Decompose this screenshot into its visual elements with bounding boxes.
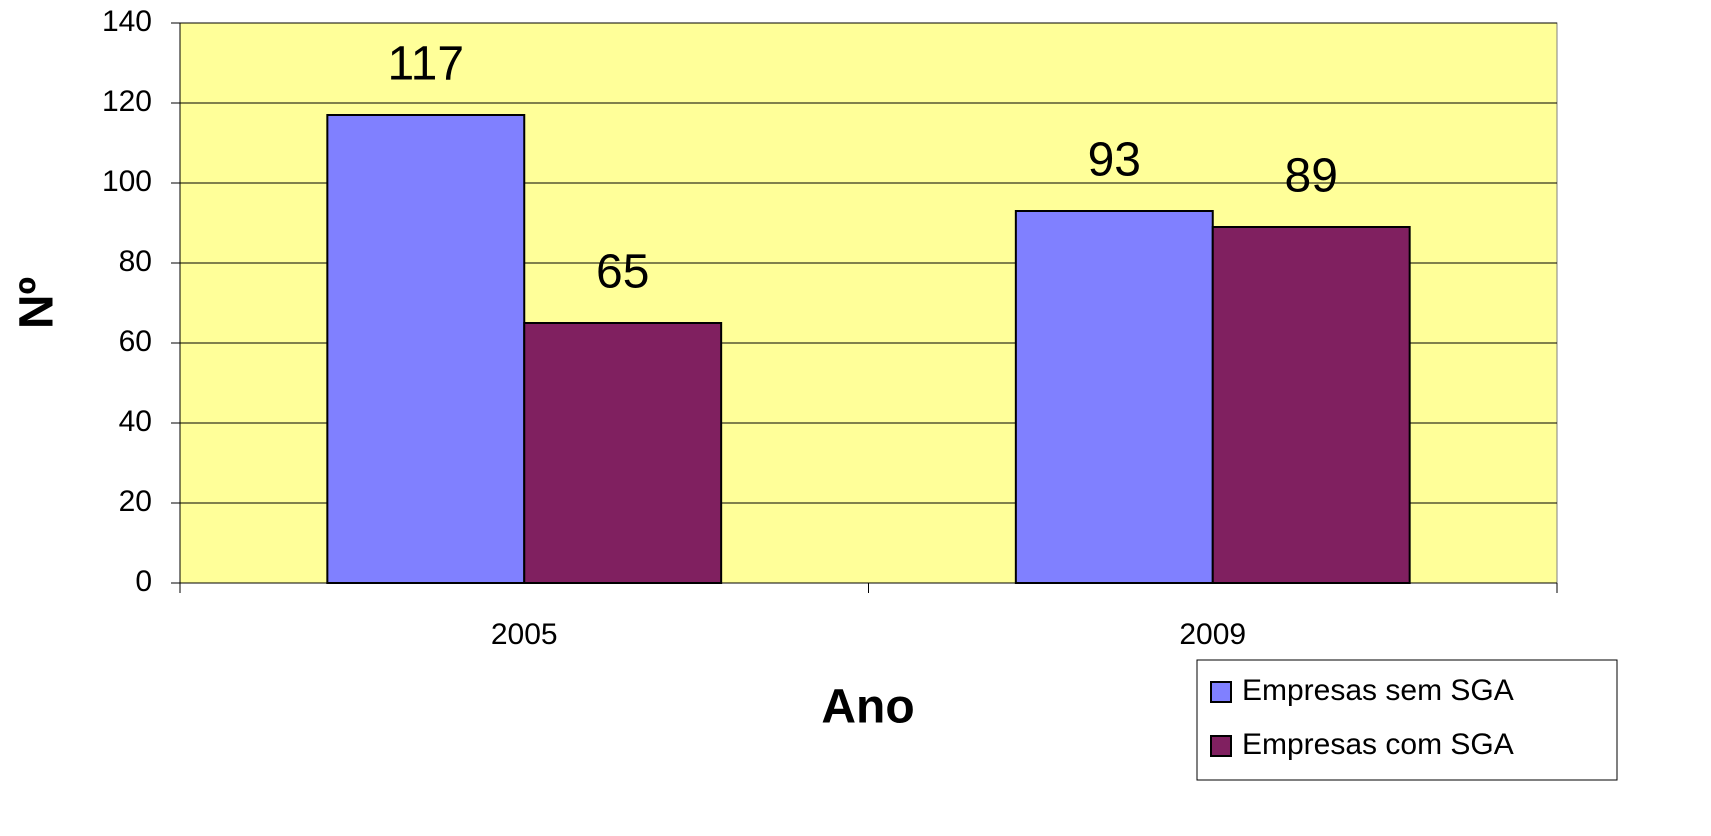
data-label: 93 bbox=[1088, 134, 1141, 187]
y-tick-label: 80 bbox=[119, 245, 152, 278]
data-label: 65 bbox=[596, 246, 649, 299]
y-axis-title: Nº bbox=[11, 277, 64, 329]
bar bbox=[523, 322, 723, 584]
y-tick-label: 120 bbox=[102, 85, 152, 118]
legend-label: Empresas sem SGA bbox=[1242, 674, 1514, 707]
legend-swatch bbox=[1210, 735, 1232, 757]
bar bbox=[1014, 210, 1214, 584]
legend-label: Empresas com SGA bbox=[1242, 728, 1514, 761]
y-tick-label: 60 bbox=[119, 325, 152, 358]
y-tick-label: 40 bbox=[119, 405, 152, 438]
x-tick-label: 2009 bbox=[1179, 618, 1246, 651]
data-label: 117 bbox=[388, 38, 465, 91]
x-tick-label: 2005 bbox=[491, 618, 558, 651]
y-tick-label: 140 bbox=[102, 5, 152, 38]
bar bbox=[326, 114, 526, 584]
legend bbox=[1196, 659, 1618, 781]
x-axis-title: Ano bbox=[821, 681, 914, 734]
data-label: 89 bbox=[1285, 150, 1338, 203]
y-tick-label: 0 bbox=[135, 565, 152, 598]
bar bbox=[1211, 226, 1411, 584]
y-tick-label: 20 bbox=[119, 485, 152, 518]
legend-swatch bbox=[1210, 681, 1232, 703]
y-tick-label: 100 bbox=[102, 165, 152, 198]
